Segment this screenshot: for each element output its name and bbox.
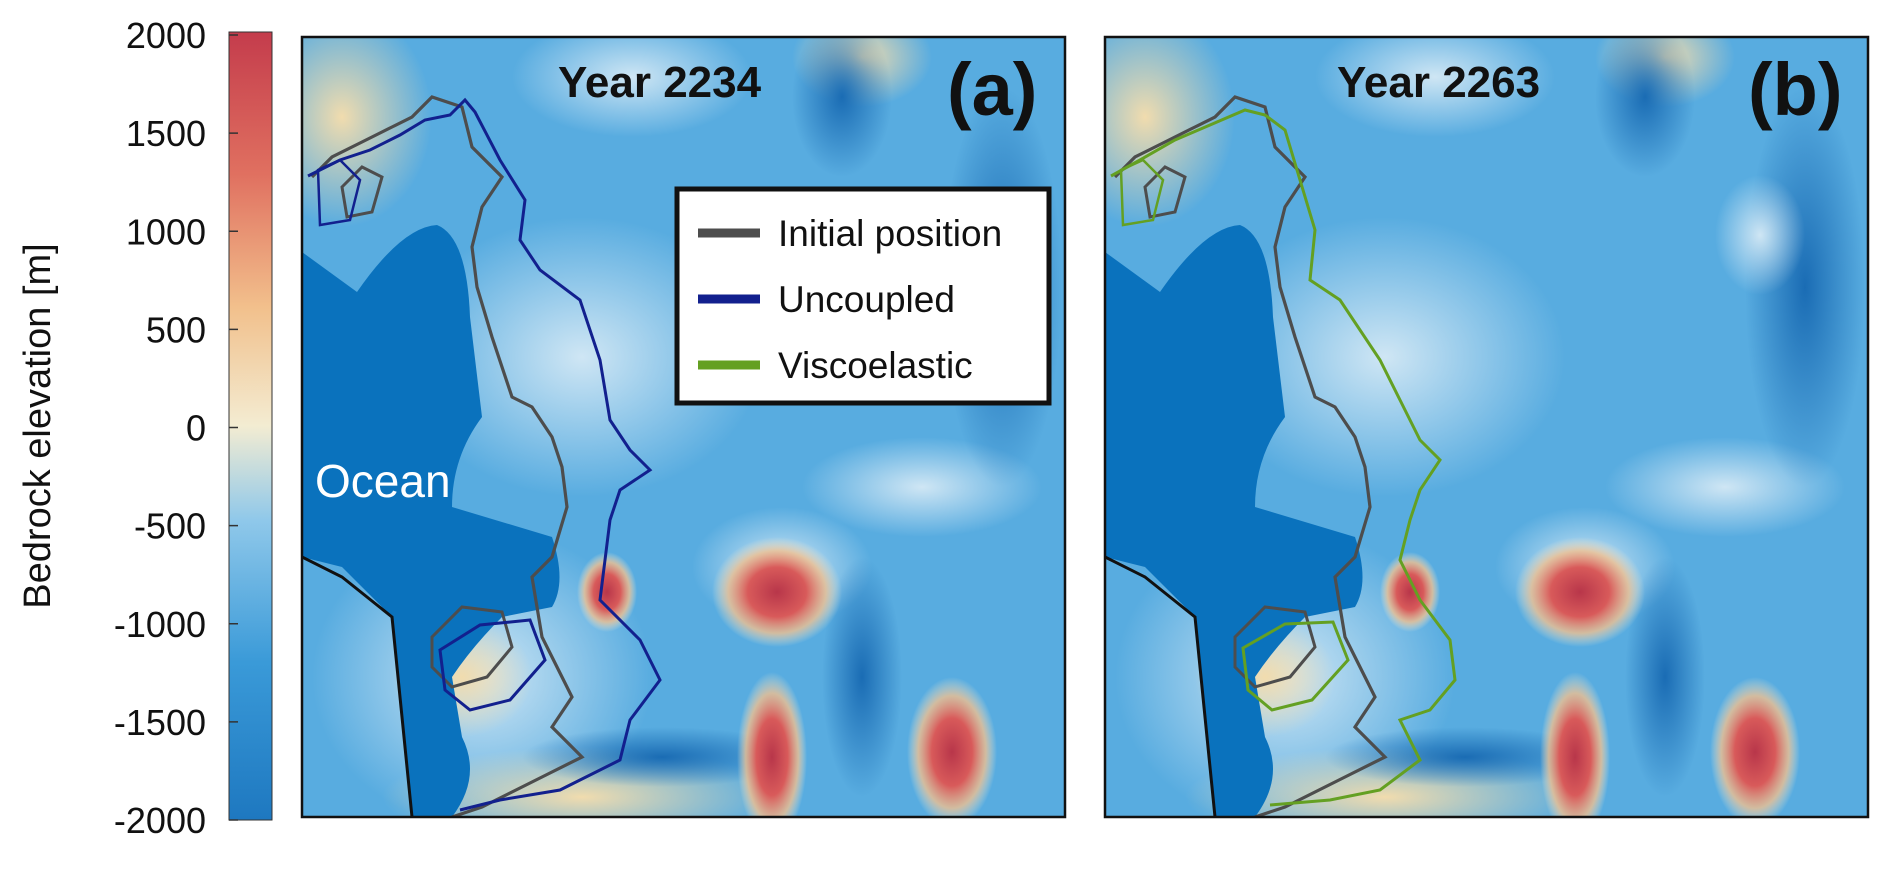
panel-a-letter: (a) xyxy=(947,48,1037,131)
viscoelastic-island-line xyxy=(1241,620,1350,712)
colorbar-label: Bedrock elevation [m] xyxy=(17,243,59,608)
colorbar-tick-label: 0 xyxy=(186,408,206,449)
colorbar-tick-label: -500 xyxy=(134,506,206,547)
colorbar-ticks: 2000 1500 1000 500 0 -500 -1000 -1500 -2000 xyxy=(114,15,238,841)
uncoupled-island-line xyxy=(316,158,362,227)
colorbar-gradient xyxy=(228,31,273,821)
legend-label: Viscoelastic xyxy=(778,345,973,386)
uncoupled-island-line xyxy=(438,618,547,712)
legend-label: Initial position xyxy=(778,213,1002,254)
legend-label: Uncoupled xyxy=(778,279,955,320)
colorbar-tick-label: 2000 xyxy=(126,15,206,56)
ocean-label: Ocean xyxy=(315,455,451,507)
viscoelastic-grounding-line xyxy=(1110,108,1457,807)
legend: Initial position Uncoupled Viscoelastic xyxy=(674,186,1052,406)
colorbar-tick-label: -1500 xyxy=(114,702,206,743)
panel-b: Year 2263 (b) xyxy=(1103,35,1870,819)
colorbar-tick-label: -1000 xyxy=(114,604,206,645)
colorbar-tick-label: 1000 xyxy=(126,211,206,252)
panel-a: Year 2234 (a) Ocean Initial position Unco… xyxy=(300,35,1067,819)
colorbar: 2000 1500 1000 500 0 -500 -1000 -1500 -2000 Bedr… xyxy=(17,15,273,841)
panel-b-frame xyxy=(1103,35,1870,819)
panel-b-letter: (b) xyxy=(1748,48,1843,131)
colorbar-tick-label: 500 xyxy=(146,309,206,350)
colorbar-tick-label: -2000 xyxy=(114,800,206,841)
panel-a-frame xyxy=(300,35,1067,819)
panel-b-year: Year 2263 xyxy=(1337,58,1540,107)
colorbar-tick-label: 1500 xyxy=(126,113,206,154)
viscoelastic-island-line xyxy=(1119,158,1165,227)
panel-a-year: Year 2234 xyxy=(558,58,762,107)
uncoupled-grounding-line xyxy=(307,97,662,812)
